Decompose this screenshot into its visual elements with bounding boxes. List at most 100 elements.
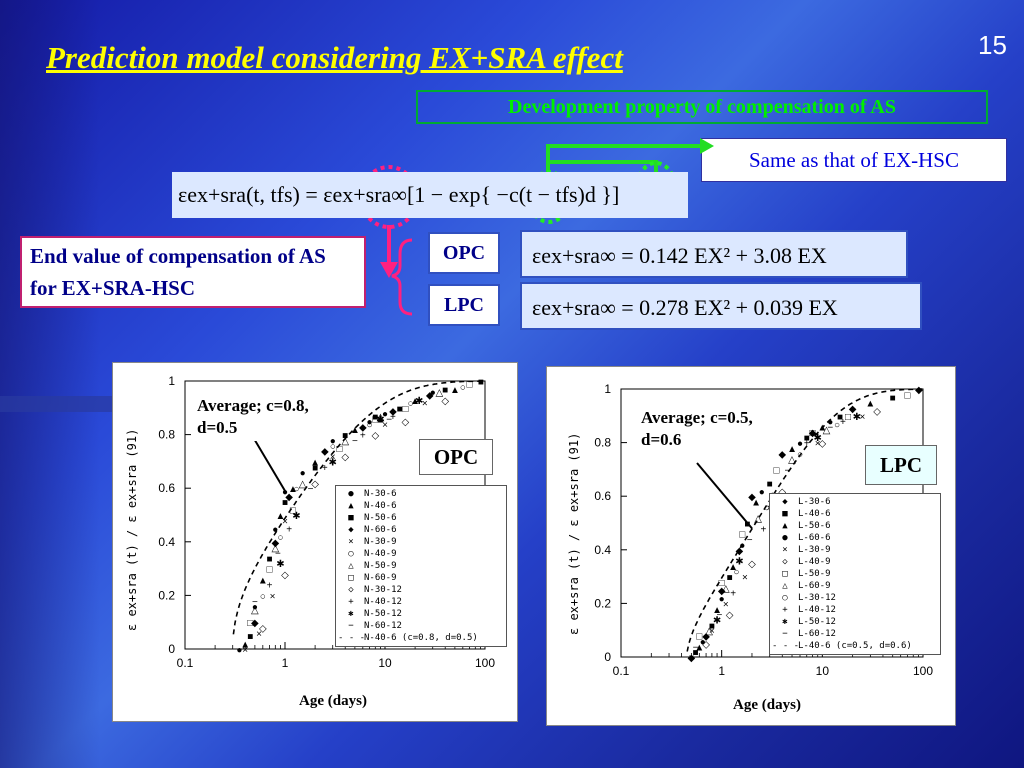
opc-panel-label: OPC — [419, 439, 493, 475]
legend-entry: - - -L-40-6 (c=0.5, d=0.6) — [772, 641, 912, 651]
legend-label: L-40-9 — [798, 557, 831, 567]
legend-entry: − L-60-12 — [772, 629, 836, 639]
data-point-series-7: △ — [377, 412, 385, 423]
data-point-series-11: ✱ — [853, 412, 861, 423]
data-point-series-2: ▲ — [258, 575, 268, 586]
data-point-series-9: ○ — [834, 420, 840, 431]
legend-symbol: + — [348, 597, 354, 607]
legend-label: L-40-6 — [798, 509, 831, 519]
data-point-series-8: △ — [754, 514, 762, 525]
legend-label: L-30-6 — [798, 497, 831, 507]
legend-symbol: ○ — [782, 593, 788, 603]
data-point-series-1: ● — [330, 436, 336, 447]
data-point-series-5: × — [815, 439, 821, 450]
data-point-series-4: ◆ — [321, 447, 329, 458]
data-point-series-6: ◇ — [702, 640, 710, 651]
legend-symbol: ○ — [348, 549, 354, 559]
data-point-series-7: □ — [810, 428, 816, 439]
legend-symbol: ▲ — [348, 501, 354, 511]
legend-entry: □ L-50-9 — [772, 569, 830, 579]
legend-symbol: □ — [348, 573, 354, 583]
legend-symbol: ◇ — [348, 585, 354, 595]
data-point-series-5: × — [330, 452, 336, 463]
data-point-series-2: ■ — [693, 648, 699, 659]
data-point-series-11: ✱ — [814, 433, 822, 444]
data-point-series-4: ● — [759, 487, 765, 498]
legend-entry: ○ N-40-9 — [338, 549, 396, 559]
data-point-series-1: ◆ — [778, 449, 786, 460]
data-point-series-2: ■ — [727, 573, 733, 584]
data-point-series-3: ▲ — [865, 398, 875, 409]
data-point-series-5: × — [382, 420, 388, 431]
lpc-chart: 0.1 1 10 10000.20.40.60.81◆◆◆◆◆◆◆◆◆■■■■■■■■… — [594, 382, 933, 678]
data-point-series-3: ■ — [282, 498, 288, 509]
legend-label: N-60-9 — [364, 573, 397, 583]
data-point-series-4: ◆ — [426, 390, 434, 401]
lpc-x-axis-label: Age (days) — [733, 697, 801, 713]
data-point-series-1: ● — [382, 409, 388, 420]
legend-symbol: ● — [782, 533, 788, 543]
data-point-series-2: ■ — [709, 621, 715, 632]
y-tick-label: 0.2 — [158, 588, 175, 602]
x-tick-label: 0.1 — [177, 656, 194, 670]
legend-entry: ◆ L-30-6 — [772, 497, 831, 507]
data-point-series-11: ✱ — [292, 511, 300, 522]
data-point-series-1: ◆ — [748, 492, 756, 503]
page-number: 15 — [978, 30, 1007, 60]
data-point-series-8: □ — [290, 506, 296, 517]
data-point-series-4: ◆ — [285, 492, 293, 503]
data-point-series-6: ○ — [277, 532, 283, 543]
legend-entry: ■ N-50-6 — [338, 513, 396, 523]
data-point-series-12: − — [747, 535, 753, 546]
data-point-series-8: △ — [788, 455, 796, 466]
data-point-series-12: − — [252, 597, 258, 608]
data-point-series-1: ● — [236, 645, 242, 656]
data-point-series-9: ◇ — [281, 570, 289, 581]
data-point-series-3: ■ — [442, 385, 448, 396]
data-point-series-3: ■ — [397, 404, 403, 415]
data-point-series-9: ◇ — [311, 479, 319, 490]
data-point-series-12: − — [275, 549, 281, 560]
data-point-series-11: ✱ — [376, 415, 384, 426]
x-tick-label: 100 — [913, 664, 933, 678]
data-point-series-6: ◇ — [748, 559, 756, 570]
legend-symbol: + — [782, 605, 788, 615]
data-point-series-9: ◇ — [341, 452, 349, 463]
data-point-series-2: ■ — [837, 412, 843, 423]
y-tick-label: 0.4 — [594, 543, 611, 557]
lpc-y-axis-label: ε ex+sra (t) / ε ex+sra (91) — [567, 432, 581, 635]
data-point-series-11: ✱ — [713, 615, 721, 626]
data-point-series-12: − — [308, 484, 314, 495]
data-point-series-10: + — [286, 524, 292, 535]
data-point-series-4: ● — [797, 439, 803, 450]
data-point-series-2: ▲ — [410, 396, 420, 407]
data-point-series-1: ◆ — [849, 404, 857, 415]
y-tick-label: 0.6 — [594, 489, 611, 503]
data-point-series-10: + — [840, 417, 846, 428]
legend-label: N-40-12 — [364, 597, 402, 607]
legend-entry: ○ L-30-12 — [772, 593, 836, 603]
data-point-series-8: □ — [336, 444, 342, 455]
legend-entry: ✱ N-50-12 — [338, 609, 402, 619]
same-as-ex-hsc-note: Same as that of EX-HSC — [701, 138, 1007, 182]
data-point-series-3: ■ — [478, 377, 484, 388]
legend-entry: × L-30-9 — [772, 545, 830, 555]
y-tick-label: 0.2 — [594, 596, 611, 610]
legend-entry: ▲ N-40-6 — [338, 501, 396, 511]
x-tick-label: 10 — [378, 656, 392, 670]
data-point-series-5: × — [256, 629, 262, 640]
legend-symbol: ● — [348, 489, 354, 499]
data-point-series-10: + — [390, 412, 396, 423]
y-tick-label: 0.4 — [158, 535, 175, 549]
data-point-series-6: ◇ — [778, 487, 786, 498]
legend-label: L-60-9 — [798, 581, 831, 591]
lpc-tag: LPC — [428, 284, 500, 326]
lpc-average-annotation: Average; c=0.5, d=0.6 — [637, 405, 769, 453]
data-point-series-12: − — [827, 423, 833, 434]
legend-symbol: × — [348, 537, 354, 547]
data-point-series-9: ◇ — [402, 417, 410, 428]
opc-y-axis-label: ε ex+sra (t) / ε ex+sra (91) — [125, 428, 139, 631]
data-point-series-1: ● — [478, 377, 484, 388]
data-point-series-6: ○ — [460, 382, 466, 393]
end-value-label: End value of compensation of AS for EX+S… — [20, 236, 366, 308]
